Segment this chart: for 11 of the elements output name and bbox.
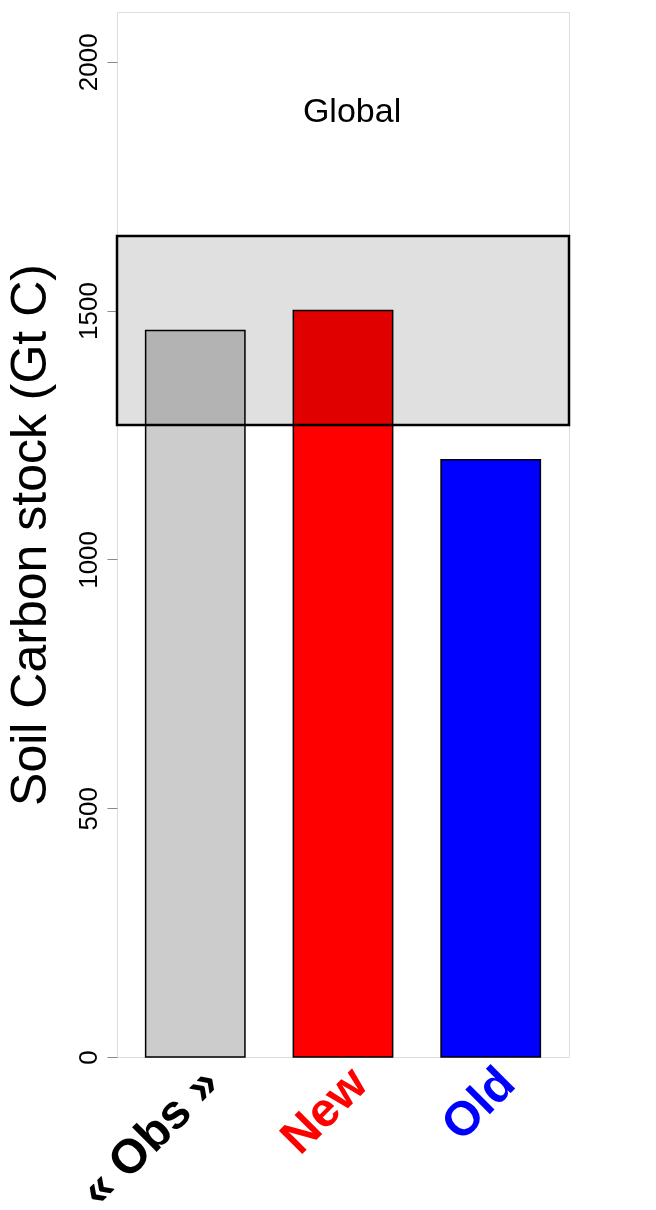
y-tick-label: 1500 xyxy=(72,282,103,340)
bar xyxy=(144,329,246,1058)
bar xyxy=(440,459,542,1058)
y-tick-label: 1000 xyxy=(72,530,103,589)
y-tick-label: 0 xyxy=(72,1050,103,1065)
y-tick-label: 500 xyxy=(72,787,103,831)
y-axis-title: Soil Carbon stock (Gt C) xyxy=(0,264,57,806)
y-tick-label: 2000 xyxy=(72,33,103,92)
band-label: Global xyxy=(302,91,402,129)
x-tick-label: Old xyxy=(430,1055,525,1151)
bar xyxy=(292,309,394,1058)
